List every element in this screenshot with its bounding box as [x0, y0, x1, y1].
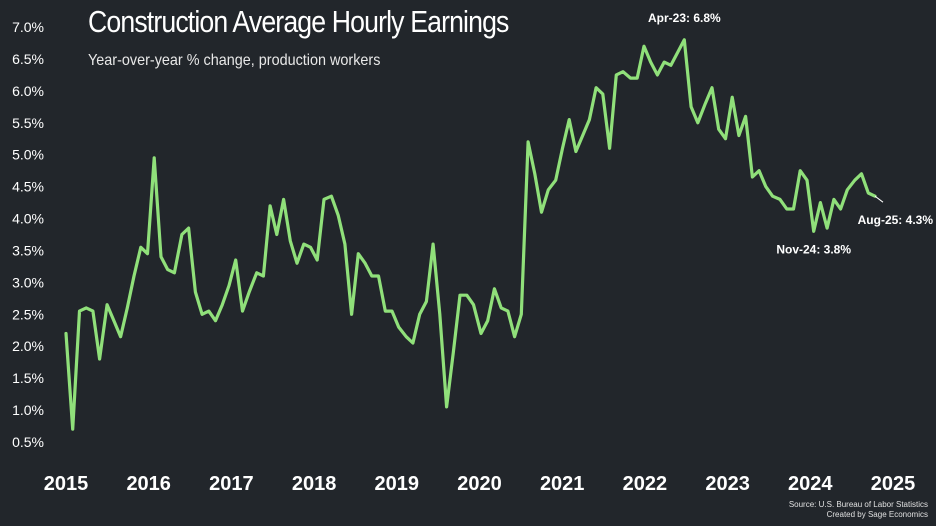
y-tick-label: 6.0%	[12, 83, 44, 99]
x-tick-label: 2021	[540, 473, 585, 495]
annotation-leader	[874, 195, 884, 203]
source-line: Source: U.S. Bureau of Labor Statistics	[788, 500, 928, 509]
chart-title: Construction Average Hourly Earnings	[88, 4, 509, 39]
credit-line: Created by Sage Economics	[826, 510, 928, 519]
series-layer	[64, 38, 877, 431]
x-axis-ticks: 2015 2016 2017 2018 2019 2020 2021 2022 2023 2024…	[44, 473, 916, 495]
y-tick-label: 3.5%	[12, 242, 44, 258]
y-tick-label: 2.0%	[12, 338, 44, 354]
annotation-peak: Apr-23: 6.8%	[648, 11, 721, 25]
x-tick-label: 2025	[871, 473, 916, 495]
annotation-low: Nov-24: 3.8%	[776, 242, 851, 256]
y-tick-label: 0.5%	[12, 434, 44, 450]
x-tick-label: 2018	[292, 473, 337, 495]
series-line	[64, 38, 877, 431]
y-tick-label: 4.5%	[12, 179, 44, 195]
x-tick-label: 2017	[209, 473, 254, 495]
y-tick-label: 2.5%	[12, 306, 44, 322]
y-tick-label: 5.0%	[12, 147, 44, 163]
x-tick-label: 2023	[705, 473, 750, 495]
annotations: Apr-23: 6.8% Nov-24: 3.8% Aug-25: 4.3%	[648, 11, 933, 256]
x-tick-label: 2016	[126, 473, 171, 495]
x-tick-label: 2024	[788, 473, 833, 495]
y-tick-label: 1.5%	[12, 370, 44, 386]
y-tick-label: 1.0%	[12, 402, 44, 418]
y-tick-label: 6.5%	[12, 51, 44, 67]
x-tick-label: 2015	[44, 473, 89, 495]
y-tick-label: 4.0%	[12, 211, 44, 227]
x-tick-label: 2019	[375, 473, 420, 495]
source-note: Source: U.S. Bureau of Labor Statistics …	[789, 500, 928, 520]
y-tick-label: 7.0%	[12, 19, 44, 35]
y-tick-label: 5.5%	[12, 115, 44, 131]
chart-subtitle: Year-over-year % change, production work…	[88, 52, 381, 69]
y-axis-ticks: 7.0% 6.5% 6.0% 5.5% 5.0% 4.5% 4.0% 3.5% 3.0% 2.5%…	[12, 19, 44, 450]
x-tick-label: 2020	[457, 473, 502, 495]
annotation-latest: Aug-25: 4.3%	[858, 213, 934, 227]
x-tick-label: 2022	[623, 473, 668, 495]
y-tick-label: 3.0%	[12, 274, 44, 290]
